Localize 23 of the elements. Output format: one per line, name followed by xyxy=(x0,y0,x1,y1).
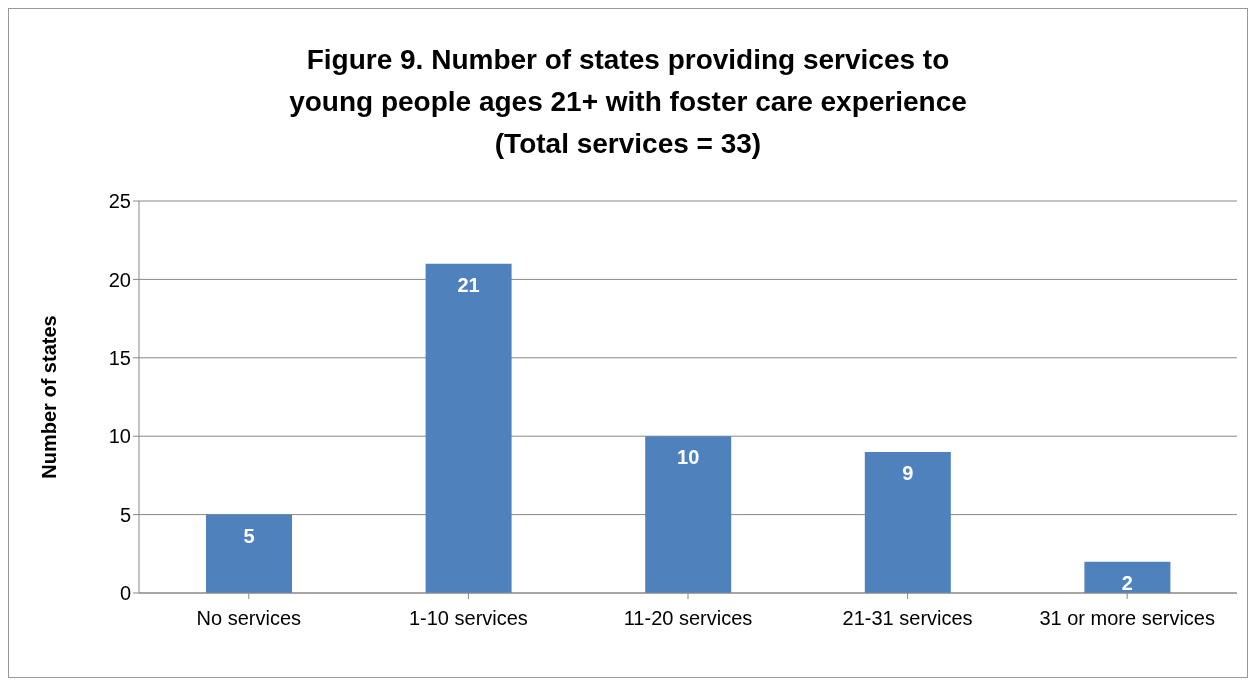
x-tick-label: 11-20 services xyxy=(623,607,753,630)
data-label: 9 xyxy=(902,462,914,485)
x-tick-label: 21-31 services xyxy=(842,607,973,630)
data-label: 10 xyxy=(677,446,700,469)
y-tick-label: 25 xyxy=(108,190,131,213)
bar xyxy=(645,436,732,593)
bar xyxy=(425,263,512,593)
bar xyxy=(206,514,292,593)
data-label: 5 xyxy=(243,524,255,547)
data-label: 21 xyxy=(457,273,480,296)
y-tick-label: 20 xyxy=(108,268,131,291)
chart-title: Figure 9. Number of states providing services to young people ages 21+ with foster care experience (Total services = 33) xyxy=(288,43,968,159)
bar xyxy=(864,451,951,593)
x-tick-label: 31 or more services xyxy=(1039,607,1216,630)
x-tick-label: No services xyxy=(196,607,302,630)
y-tick-label: 15 xyxy=(108,346,131,369)
data-label: 2 xyxy=(1121,571,1133,594)
y-tick-label: 5 xyxy=(119,503,131,526)
y-axis-title: Number of states xyxy=(38,315,61,479)
y-tick-label: 10 xyxy=(108,425,131,448)
x-tick-label: 1-10 services xyxy=(408,607,528,630)
bar xyxy=(1084,561,1171,593)
y-tick-label: 0 xyxy=(119,582,131,605)
